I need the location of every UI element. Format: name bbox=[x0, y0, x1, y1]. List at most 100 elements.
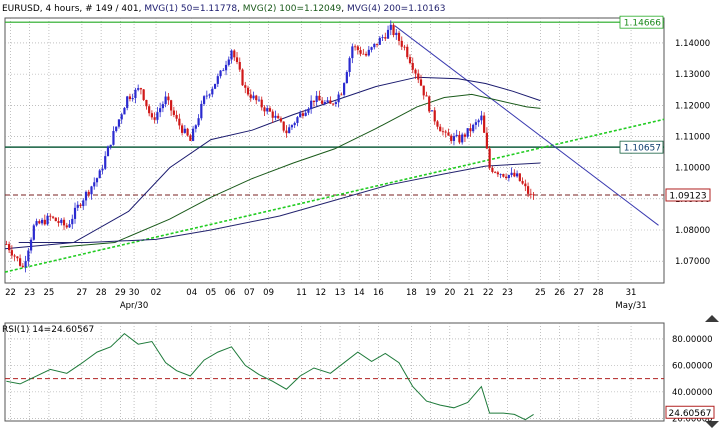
candle-down bbox=[279, 118, 283, 122]
triangle-up-icon[interactable] bbox=[705, 315, 719, 322]
time-tick-label: 07 bbox=[244, 288, 255, 298]
triangle-down-icon[interactable] bbox=[705, 421, 719, 428]
candle-down bbox=[353, 46, 357, 48]
time-tick-label: 29 bbox=[115, 288, 126, 298]
candle-down bbox=[496, 172, 499, 175]
candle-up bbox=[296, 117, 299, 123]
overlays bbox=[4, 21, 665, 273]
candle-down bbox=[65, 225, 68, 228]
candle-up bbox=[343, 83, 346, 95]
candle-up bbox=[307, 108, 310, 113]
chart-header: EURUSD, 4 hours, # 149 / 401, MVG(1) 50=… bbox=[2, 4, 445, 14]
candle-up bbox=[115, 126, 118, 131]
candle-down bbox=[38, 221, 41, 224]
candle-down bbox=[513, 172, 516, 177]
candle-down bbox=[175, 114, 178, 119]
time-tick-label: 23 bbox=[24, 288, 35, 298]
candle-down bbox=[62, 219, 66, 226]
candle-down bbox=[249, 94, 252, 99]
candle-down bbox=[189, 135, 192, 141]
candle-down bbox=[518, 173, 521, 182]
time-tick-label: 25 bbox=[535, 288, 546, 298]
candle-down bbox=[491, 167, 494, 172]
candle-up bbox=[389, 24, 392, 30]
price-tick-label: 1.11000 bbox=[675, 132, 710, 142]
candle-down bbox=[375, 43, 379, 45]
candle-down bbox=[244, 85, 247, 88]
support-tag-box bbox=[619, 140, 664, 154]
candle-up bbox=[68, 224, 71, 228]
candle-up bbox=[95, 178, 99, 183]
candle-down bbox=[521, 181, 524, 184]
candle-up bbox=[123, 107, 126, 115]
candle-down bbox=[5, 244, 8, 245]
candle-down bbox=[411, 63, 414, 70]
info-label: , 4 hours, # 149 / 401, bbox=[40, 4, 145, 14]
candle-down bbox=[469, 128, 472, 132]
candle-down bbox=[447, 132, 450, 136]
time-tick-label: 21 bbox=[464, 288, 475, 298]
candle-down bbox=[488, 148, 491, 168]
candle-up bbox=[304, 112, 307, 116]
candle-up bbox=[367, 49, 370, 56]
candle-up bbox=[222, 70, 225, 72]
rsi-tick-label: 40.00000 bbox=[672, 388, 713, 398]
last-price-tag-box bbox=[665, 188, 711, 202]
candle-down bbox=[271, 111, 274, 118]
time-tick-label: 05 bbox=[206, 288, 217, 298]
time-x-axis: 22 23 25 27 28 29 30 02 04 05 06 07 09 11 12 13 14 16 18 19… bbox=[5, 288, 647, 311]
time-tick-label: 11 bbox=[296, 288, 307, 298]
candle-up bbox=[137, 88, 140, 90]
candle-down bbox=[167, 96, 170, 101]
candle-up bbox=[211, 88, 214, 95]
candle-up bbox=[159, 108, 162, 113]
candle-down bbox=[43, 219, 46, 225]
candle-down bbox=[364, 53, 368, 56]
candle-up bbox=[208, 94, 211, 96]
time-tick-label: 27 bbox=[573, 288, 584, 298]
candle-up bbox=[120, 114, 123, 120]
time-tick-label: 22 bbox=[483, 288, 494, 298]
sep-1: , bbox=[237, 4, 243, 14]
candle-up bbox=[252, 95, 255, 99]
candle-up bbox=[386, 29, 390, 39]
candle-down bbox=[458, 134, 461, 143]
time-tick-label: 13 bbox=[335, 288, 346, 298]
candle-down bbox=[128, 96, 132, 100]
price-tick-label: 1.13000 bbox=[675, 70, 710, 80]
candle-up bbox=[293, 122, 296, 126]
candle-up bbox=[299, 113, 302, 118]
candle-up bbox=[134, 89, 137, 99]
candle-up bbox=[126, 96, 129, 108]
candle-down bbox=[417, 73, 420, 80]
candle-down bbox=[260, 99, 263, 108]
candle-down bbox=[87, 191, 90, 195]
candle-down bbox=[57, 221, 60, 223]
candle-down bbox=[428, 96, 431, 112]
resistance-tag: 1.14666 bbox=[624, 19, 661, 29]
candle-down bbox=[10, 250, 13, 256]
time-tick-label: 18 bbox=[406, 288, 417, 298]
candle-up bbox=[477, 120, 480, 123]
candle-up bbox=[24, 261, 27, 267]
candle-up bbox=[76, 204, 79, 208]
candle-down bbox=[178, 118, 181, 126]
time-tick-label: 31 bbox=[626, 288, 637, 298]
candle-down bbox=[356, 46, 359, 51]
candle-down bbox=[21, 265, 24, 267]
price-panel-frame bbox=[4, 17, 665, 284]
rsi-header: RSI(1) 14=24.60567 bbox=[2, 325, 94, 335]
rsi-tick-label: 80.00000 bbox=[672, 335, 713, 345]
candle-down bbox=[403, 46, 406, 48]
time-tick-label: 22 bbox=[5, 288, 16, 298]
sep-2: , bbox=[341, 4, 347, 14]
time-tick-label: 19 bbox=[425, 288, 436, 298]
candle-down bbox=[301, 113, 305, 116]
candle-down bbox=[433, 110, 436, 122]
candle-up bbox=[395, 32, 398, 36]
rsi-tick-label: 20.00000 bbox=[672, 414, 713, 424]
candle-up bbox=[430, 110, 434, 112]
candle-up bbox=[131, 98, 134, 100]
candle-up bbox=[35, 221, 38, 226]
